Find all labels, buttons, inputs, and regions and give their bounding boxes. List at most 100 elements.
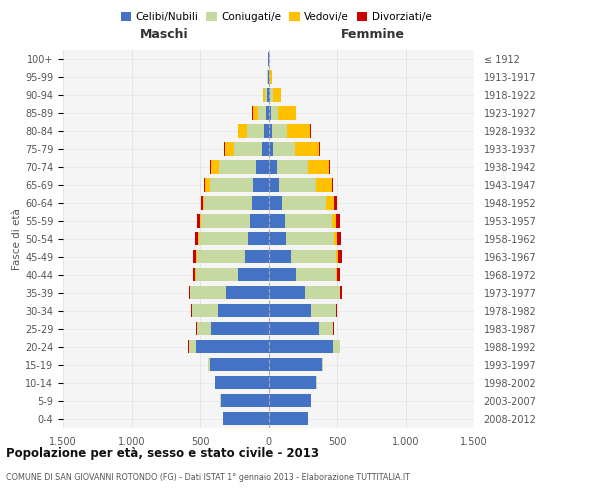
- Bar: [332, 178, 333, 192]
- Bar: [247, 124, 265, 138]
- Bar: [200, 196, 203, 209]
- Bar: [269, 106, 271, 120]
- Bar: [269, 142, 273, 156]
- Bar: [269, 178, 280, 192]
- Bar: [334, 196, 337, 209]
- Bar: [257, 106, 266, 120]
- Bar: [337, 268, 340, 281]
- Bar: [269, 304, 311, 318]
- Bar: [196, 268, 238, 281]
- Bar: [199, 232, 248, 245]
- Bar: [208, 358, 209, 372]
- Bar: [337, 250, 338, 264]
- Bar: [333, 340, 340, 353]
- Bar: [286, 232, 334, 245]
- Bar: [238, 124, 247, 138]
- Bar: [332, 214, 337, 228]
- Bar: [335, 268, 337, 281]
- Bar: [269, 286, 305, 300]
- Bar: [253, 178, 269, 192]
- Bar: [265, 88, 268, 102]
- Bar: [337, 214, 340, 228]
- Bar: [197, 214, 200, 228]
- Y-axis label: Fasce di età: Fasce di età: [12, 208, 22, 270]
- Bar: [337, 232, 341, 245]
- Bar: [218, 304, 269, 318]
- Bar: [269, 376, 316, 390]
- Bar: [272, 88, 281, 102]
- Bar: [338, 250, 343, 264]
- Bar: [334, 232, 337, 245]
- Bar: [269, 250, 291, 264]
- Bar: [194, 232, 198, 245]
- Bar: [189, 286, 190, 300]
- Bar: [234, 142, 262, 156]
- Bar: [269, 358, 322, 372]
- Bar: [269, 394, 311, 407]
- Bar: [198, 232, 199, 245]
- Bar: [287, 124, 310, 138]
- Text: COMUNE DI SAN GIOVANNI ROTONDO (FG) - Dati ISTAT 1° gennaio 2013 - Elaborazione : COMUNE DI SAN GIOVANNI ROTONDO (FG) - Da…: [6, 472, 410, 482]
- Bar: [322, 358, 323, 372]
- Bar: [203, 196, 204, 209]
- Bar: [291, 250, 337, 264]
- Bar: [269, 340, 333, 353]
- Bar: [204, 196, 252, 209]
- Bar: [269, 124, 272, 138]
- Bar: [193, 250, 196, 264]
- Bar: [267, 70, 268, 84]
- Bar: [200, 214, 250, 228]
- Bar: [226, 286, 269, 300]
- Bar: [192, 304, 218, 318]
- Bar: [265, 124, 269, 138]
- Bar: [210, 160, 211, 173]
- Bar: [319, 142, 320, 156]
- Text: Popolazione per età, sesso e stato civile - 2013: Popolazione per età, sesso e stato civil…: [6, 448, 319, 460]
- Bar: [296, 268, 335, 281]
- Bar: [333, 322, 334, 336]
- Bar: [270, 88, 272, 102]
- Bar: [278, 106, 296, 120]
- Bar: [308, 160, 329, 173]
- Text: Maschi: Maschi: [139, 28, 188, 40]
- Bar: [238, 268, 269, 281]
- Bar: [295, 142, 319, 156]
- Bar: [271, 106, 278, 120]
- Bar: [269, 160, 277, 173]
- Bar: [209, 358, 269, 372]
- Text: Femmine: Femmine: [341, 28, 406, 40]
- Bar: [282, 196, 326, 209]
- Bar: [221, 394, 269, 407]
- Bar: [219, 160, 256, 173]
- Bar: [269, 232, 286, 245]
- Bar: [252, 196, 269, 209]
- Bar: [193, 268, 196, 281]
- Bar: [215, 376, 269, 390]
- Bar: [340, 286, 343, 300]
- Bar: [316, 178, 332, 192]
- Bar: [211, 322, 269, 336]
- Bar: [326, 196, 334, 209]
- Bar: [268, 88, 269, 102]
- Bar: [266, 106, 269, 120]
- Bar: [311, 304, 335, 318]
- Bar: [197, 322, 211, 336]
- Bar: [310, 124, 311, 138]
- Bar: [256, 160, 269, 173]
- Bar: [269, 268, 296, 281]
- Bar: [196, 250, 197, 264]
- Bar: [263, 88, 265, 102]
- Bar: [270, 70, 272, 84]
- Bar: [273, 142, 295, 156]
- Bar: [196, 322, 197, 336]
- Bar: [272, 124, 287, 138]
- Bar: [305, 286, 340, 300]
- Bar: [223, 412, 269, 426]
- Bar: [280, 178, 316, 192]
- Bar: [245, 250, 269, 264]
- Bar: [190, 286, 226, 300]
- Bar: [269, 214, 285, 228]
- Bar: [224, 142, 234, 156]
- Bar: [248, 232, 269, 245]
- Bar: [196, 340, 269, 353]
